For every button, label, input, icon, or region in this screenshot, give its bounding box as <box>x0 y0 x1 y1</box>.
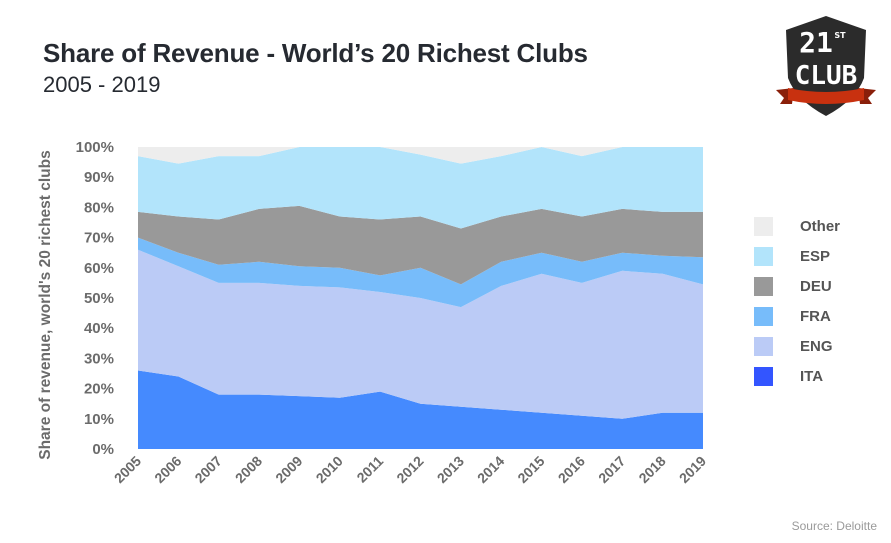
x-tick-label: 2013 <box>434 453 467 486</box>
legend-label: Other <box>800 217 841 235</box>
y-tick-label: 0% <box>92 441 114 458</box>
21st-club-logo: 21 ST CLUB <box>776 16 876 116</box>
area-layers <box>138 147 703 449</box>
legend-item-fra: FRA <box>754 301 840 331</box>
y-tick-label: 90% <box>84 169 114 186</box>
x-tick-label: 2009 <box>272 453 305 486</box>
legend-swatch <box>754 306 773 326</box>
legend-label: ENG <box>800 337 833 355</box>
x-tick-label: 2019 <box>676 453 709 486</box>
legend-swatch <box>754 276 773 296</box>
legend-swatch <box>754 366 773 386</box>
x-tick-labels: 2005 2006 2007 2008 2009 2010 2011 2012 2013 2014… <box>111 453 709 486</box>
x-tick-label: 2008 <box>232 453 265 486</box>
area-eng <box>138 249 703 419</box>
x-tick-label: 2014 <box>474 453 507 486</box>
legend-label: DEU <box>800 277 832 295</box>
ribbon <box>788 88 864 104</box>
legend-item-eng: ENG <box>754 331 840 361</box>
y-tick-label: 10% <box>84 411 114 428</box>
area-ita <box>138 370 703 449</box>
area-fra <box>138 237 703 308</box>
x-tick-label: 2011 <box>353 453 386 486</box>
source-note: Source: Deloitte <box>791 519 877 533</box>
legend: Other ESP DEU FRA ENG ITA <box>754 211 840 391</box>
x-tick-label: 2010 <box>313 453 346 486</box>
legend-item-esp: ESP <box>754 241 840 271</box>
legend-label: ITA <box>800 367 824 385</box>
y-tick-labels: 0% 10% 20% 30% 40% 50% 60% 70% 80% 90% 100% <box>76 139 114 458</box>
chart-title: Share of Revenue - World’s 20 Richest Cl… <box>43 38 588 68</box>
logo-superscript: ST <box>834 31 846 40</box>
x-tick-label: 2005 <box>111 453 144 486</box>
chart-subtitle: 2005 - 2019 <box>43 72 161 97</box>
logo-word: CLUB <box>795 61 858 91</box>
y-tick-label: 70% <box>84 230 114 247</box>
legend-swatch <box>754 246 773 266</box>
legend-label: ESP <box>800 247 831 265</box>
x-tick-label: 2017 <box>595 453 628 486</box>
x-tick-label: 2006 <box>151 453 184 486</box>
y-tick-label: 80% <box>84 199 114 216</box>
logo-number: 21 <box>799 26 833 59</box>
area-other <box>138 147 703 164</box>
y-tick-label: 100% <box>76 139 114 156</box>
legend-swatch <box>754 336 773 356</box>
y-tick-label: 50% <box>84 290 114 307</box>
y-tick-label: 30% <box>84 350 114 367</box>
x-tick-label: 2012 <box>393 453 426 486</box>
x-tick-label: 2018 <box>635 453 668 486</box>
legend-item-other: Other <box>754 211 840 241</box>
x-tick-label: 2015 <box>514 453 547 486</box>
y-tick-label: 20% <box>84 381 114 398</box>
legend-label: FRA <box>800 307 831 325</box>
y-tick-label: 60% <box>84 260 114 277</box>
legend-item-deu: DEU <box>754 271 840 301</box>
area-esp <box>138 147 703 229</box>
area-deu <box>138 205 703 285</box>
y-tick-label: 40% <box>84 320 114 337</box>
x-tick-label: 2007 <box>191 453 224 486</box>
legend-swatch <box>754 216 773 236</box>
legend-item-ita: ITA <box>754 361 840 391</box>
x-tick-label: 2016 <box>555 453 588 486</box>
